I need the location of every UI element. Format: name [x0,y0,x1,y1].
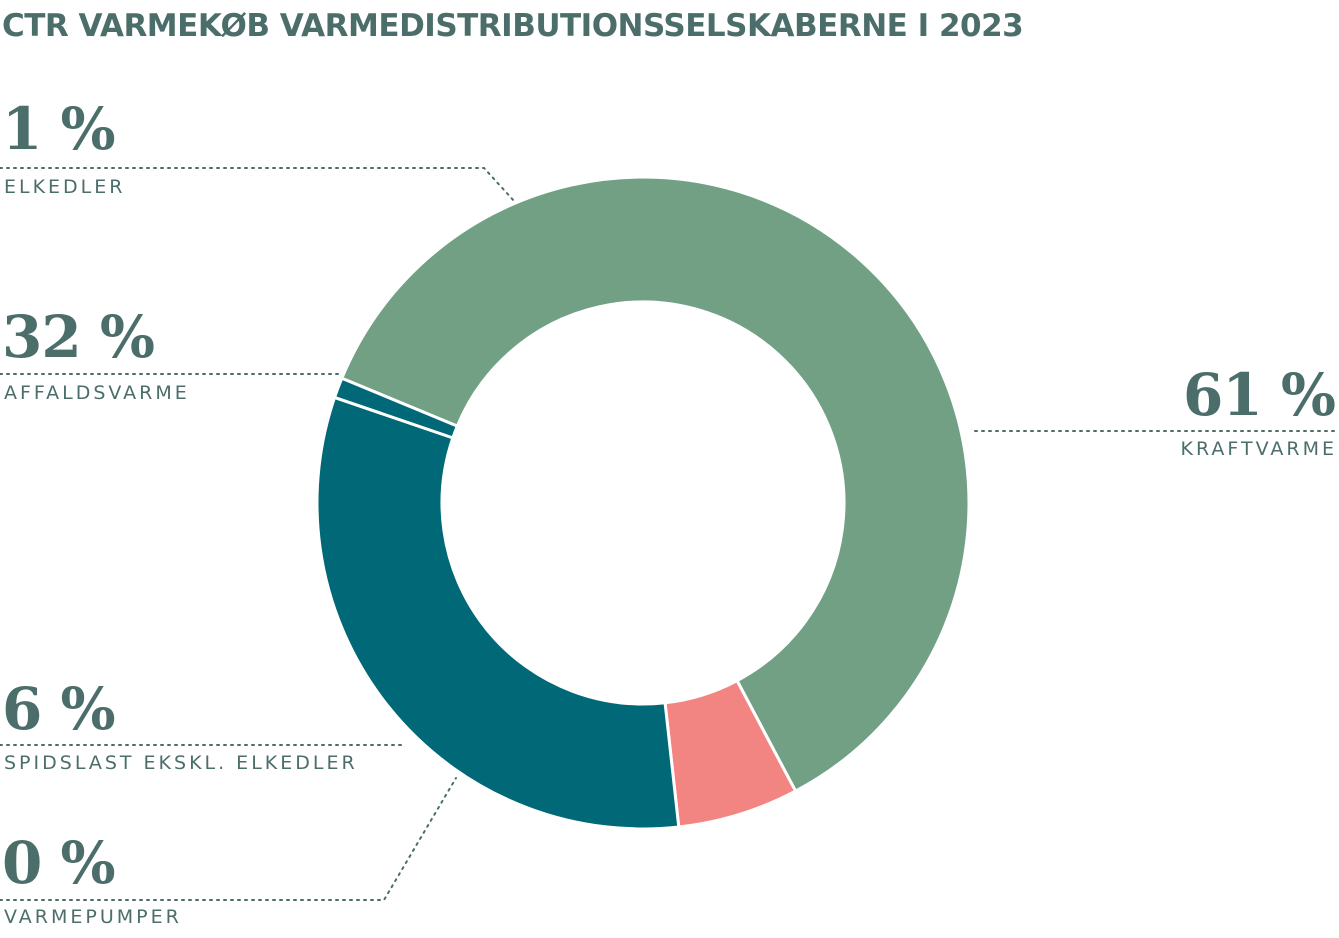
label-affaldsvarme: AFFALDSVARME [4,382,190,404]
pct-elkedler: 1 % [2,95,116,163]
label-spidslast: SPIDSLAST EKSKL. ELKEDLER [4,752,358,774]
leader-line-varmepumper [0,777,457,901]
slice-kraftvarme [340,175,971,793]
label-elkedler: ELKEDLER [4,176,126,198]
pct-spidslast: 6 % [2,675,116,743]
label-kraftvarme: KRAFTVARME [1180,438,1337,460]
slice-elkedler [333,376,459,440]
pct-varmepumper: 0 % [2,829,116,897]
leader-lines [0,167,1339,901]
pct-affaldsvarme: 32 % [2,303,155,371]
label-varmepumper: VARMEPUMPER [4,906,182,928]
leader-line-elkedler [0,167,516,203]
slice-affaldsvarme [315,395,681,831]
pct-kraftvarme: 61 % [1182,361,1336,429]
donut-slices [315,175,971,831]
chart-title: CTR VARMEKØB VARMEDISTRIBUTIONSSELSKABER… [2,8,1024,44]
